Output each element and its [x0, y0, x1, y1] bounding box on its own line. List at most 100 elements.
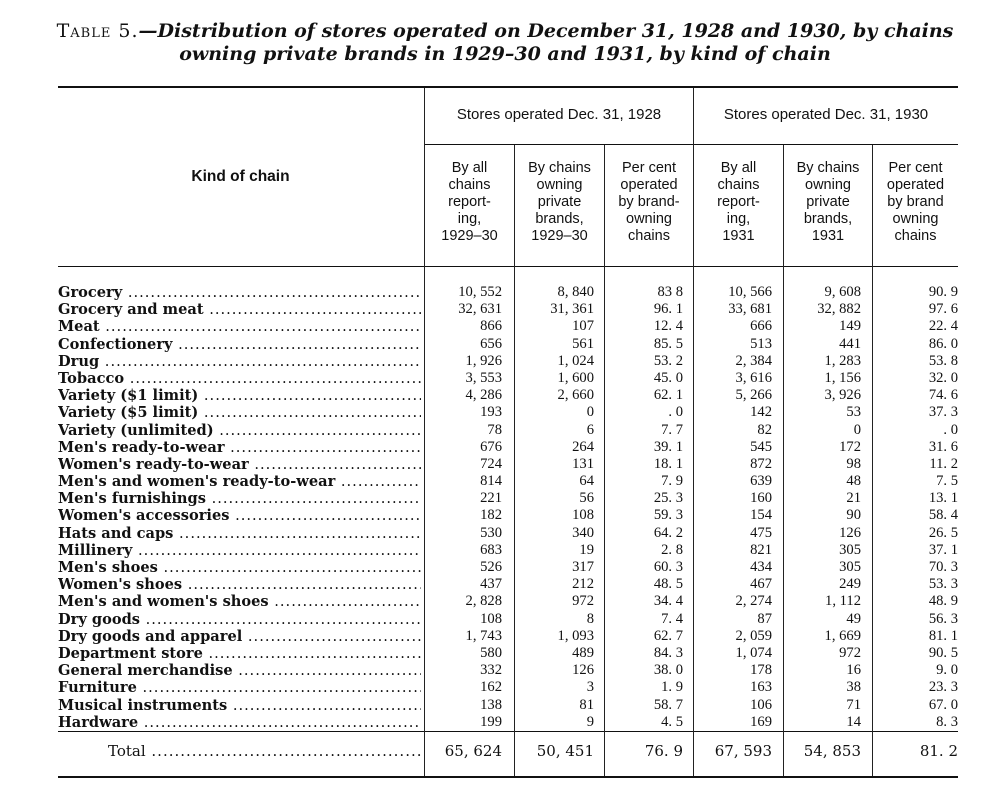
cell-value: 724	[480, 455, 502, 472]
table-row: Grocery 10, 552 8, 840 83 8 10, 566 9, 608 90.…	[58, 284, 958, 301]
column-header-line: chains	[717, 177, 760, 193]
cell-value: 1, 600	[557, 369, 594, 386]
kind-of-chain-label: Tobacco	[58, 370, 421, 387]
table-row: Tobacco 3, 553 1, 600 45. 0 3, 616 1, 156 32. …	[58, 370, 958, 387]
cell-value: 434	[750, 559, 772, 575]
column-header-line: chains	[894, 228, 937, 244]
cell-value: 70. 3	[928, 559, 958, 575]
cell-value: 2, 660	[557, 387, 594, 404]
column-header-line: by brand-	[618, 194, 680, 210]
cell-value: 3, 553	[465, 369, 502, 386]
cell-value: 972	[839, 644, 861, 661]
kind-of-chain-label: Women's ready-to-wear	[58, 456, 421, 473]
bottom-rule	[58, 776, 958, 778]
kind-of-chain-label: General merchandise	[58, 662, 421, 679]
kind-of-chain-label: Women's shoes	[58, 576, 421, 593]
table-row: Men's furnishings 221 56 25. 3 160 21 13. 1	[58, 490, 958, 507]
total-row: Total 65, 624 50, 451 76. 9 67, 593 54, 853 81…	[58, 740, 958, 762]
cell-value: 193	[480, 404, 502, 421]
column-header-4: By all chains report-ing, 1931	[694, 160, 783, 245]
cell-value: 437	[480, 576, 502, 593]
cell-value: 78	[487, 421, 502, 438]
cell-value: 580	[480, 644, 502, 661]
cell-value: 31. 6	[928, 438, 958, 455]
group-header-1928: Stores operated Dec. 31, 1928	[456, 106, 662, 123]
cell-value: 972	[572, 593, 594, 610]
cell-value: 305	[839, 559, 861, 575]
cell-value: 48. 9	[928, 593, 958, 610]
kind-of-chain-label: Grocery and meat	[58, 301, 421, 318]
cell-value: 169	[750, 713, 772, 730]
kind-of-chain-label: Men's ready-to-wear	[58, 439, 421, 456]
total-value: 76. 9	[644, 742, 683, 760]
kind-of-chain-label: Musical instruments	[58, 697, 421, 714]
kind-of-chain-label: Dry goods and apparel	[58, 628, 421, 645]
kind-of-chain-label: Variety ($5 limit)	[58, 404, 421, 421]
cell-value: 7. 9	[661, 473, 683, 490]
cell-value: 90. 9	[928, 284, 958, 300]
cell-value: 53. 8	[928, 352, 958, 369]
column-header-line: 1931	[811, 228, 845, 244]
table-row: Men's shoes 526 317 60. 3 434 305 70. 3	[58, 559, 958, 576]
cell-value: 639	[750, 473, 772, 490]
column-divider	[783, 145, 784, 776]
cell-value: 18. 1	[653, 455, 683, 472]
cell-value: 162	[480, 679, 502, 696]
cell-value: 45. 0	[653, 369, 683, 386]
cell-value: 83 8	[657, 284, 683, 300]
cell-value: 1, 093	[557, 627, 594, 644]
cell-value: 178	[750, 662, 772, 679]
kind-of-chain-label: Meat	[58, 318, 421, 335]
kind-of-chain-header: Kind of chain	[191, 168, 290, 185]
cell-value: 13. 1	[928, 490, 958, 507]
cell-value: 221	[480, 490, 502, 507]
title-line-2: owning private brands in 1929–30 and 193…	[179, 43, 831, 65]
column-header-line: By chains	[528, 160, 591, 176]
cell-value: 34. 4	[653, 593, 683, 610]
header-bottom-rule	[58, 266, 958, 267]
cell-value: 656	[480, 335, 502, 352]
table-row: Variety (unlimited) 78 6 7. 7 82 0 . 0	[58, 422, 958, 439]
cell-value: 2, 828	[465, 593, 502, 610]
table-number: Table 5.	[56, 20, 139, 42]
cell-value: 4. 5	[661, 713, 683, 730]
cell-value: 1, 669	[824, 627, 861, 644]
kind-of-chain-label: Variety (unlimited)	[58, 422, 421, 439]
cell-value: 53. 2	[653, 352, 683, 369]
cell-value: 1. 9	[661, 679, 683, 696]
cell-value: 340	[572, 524, 594, 541]
cell-value: 81	[579, 696, 594, 713]
cell-value: 182	[480, 507, 502, 524]
column-header-line: private	[806, 194, 850, 210]
cell-value: 32, 882	[817, 301, 861, 318]
cell-value: 48. 5	[653, 576, 683, 593]
cell-value: 513	[750, 335, 772, 352]
cell-value: 58. 4	[928, 507, 958, 524]
cell-value: 2, 384	[735, 352, 772, 369]
cell-value: 489	[572, 644, 594, 661]
cell-value: 16	[846, 662, 861, 679]
cell-value: 530	[480, 524, 502, 541]
cell-value: 58. 7	[653, 696, 683, 713]
kind-of-chain-label: Hardware	[58, 714, 421, 731]
column-header-line: brands,	[535, 211, 584, 227]
column-header-line: 1931	[722, 228, 755, 244]
cell-value: 96. 1	[653, 301, 683, 318]
kind-of-chain-label: Men's and women's shoes	[58, 593, 421, 610]
cell-value: 107	[572, 318, 594, 335]
kind-of-chain-label: Men's shoes	[58, 559, 421, 576]
cell-value: 64. 2	[653, 524, 683, 541]
table-row: Dry goods 108 8 7. 4 87 49 56. 3	[58, 611, 958, 628]
cell-value: 249	[839, 576, 861, 593]
column-header-line: ing,	[726, 211, 751, 227]
cell-value: 64	[579, 473, 594, 490]
cell-value: 21	[846, 490, 861, 507]
table-row: Department store 580 489 84. 3 1, 074 972 90. …	[58, 645, 958, 662]
cell-value: 9	[586, 713, 594, 730]
column-header-line: owning	[892, 211, 939, 227]
cell-value: 67. 0	[928, 696, 958, 713]
column-divider	[424, 88, 425, 776]
column-header-line: By all	[451, 160, 488, 176]
table-row: Dry goods and apparel 1, 743 1, 093 62. 7 2,…	[58, 628, 958, 645]
table-row: Variety ($5 limit) 193 0 . 0 142 53 37. 3	[58, 404, 958, 421]
